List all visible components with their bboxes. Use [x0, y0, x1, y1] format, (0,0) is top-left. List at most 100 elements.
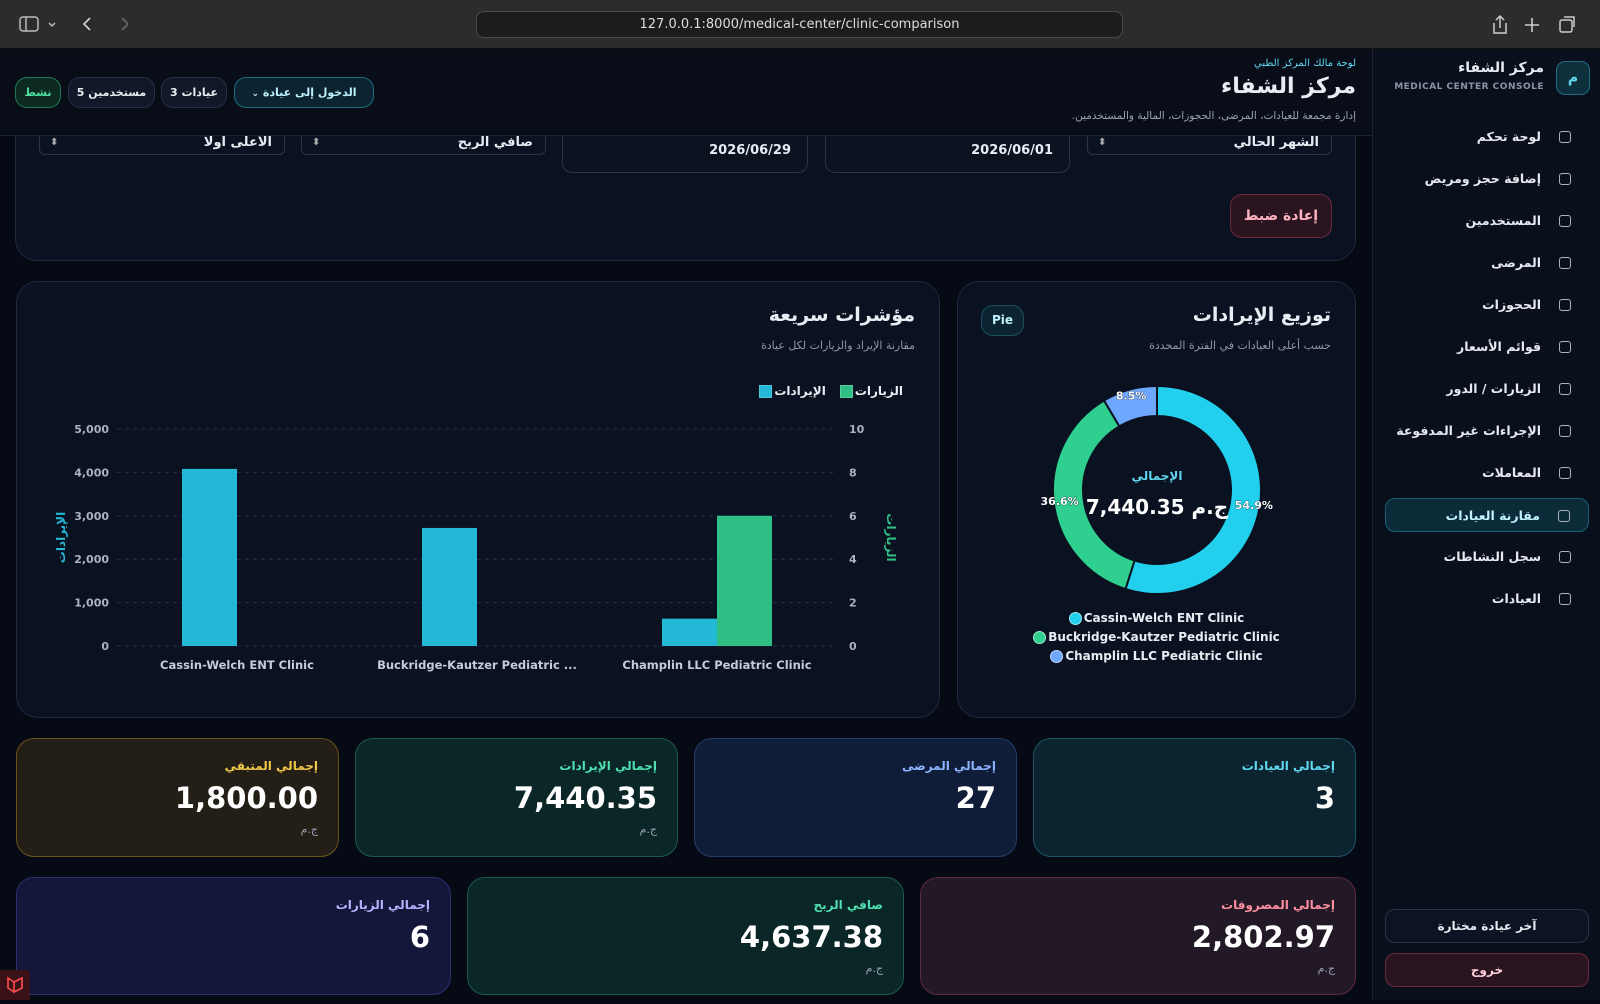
url-bar[interactable]: 127.0.0.1:8000/medical-center/clinic-com…: [476, 11, 1123, 38]
nav-item[interactable]: قوائم الأسعار: [1385, 330, 1589, 364]
metric-select[interactable]: صافي الربح ⬍: [301, 135, 546, 155]
header-title: مركز الشفاء: [1221, 74, 1356, 99]
nav-item[interactable]: لوحة تحكم: [1385, 120, 1589, 154]
header: لوحة مالك المركز الطبي مركز الشفاء إدارة…: [0, 49, 1372, 136]
stat-label: إجمالي المتبقي: [224, 759, 318, 773]
legend-swatch: [1068, 611, 1082, 625]
chevron: ⌄: [251, 89, 260, 99]
nav-icon: [1559, 467, 1571, 479]
debug-logo: [7, 976, 23, 994]
pie-chart: 54.9% 36.6% 8.5% الإجمالي ج.م 7,440.35: [1040, 384, 1273, 595]
logout-button[interactable]: خروج: [1385, 953, 1589, 987]
period-text: الشهر الحالي: [1233, 135, 1319, 150]
nav-icon: [1559, 383, 1571, 395]
legend-item[interactable]: Cassin-Welch ENT Clinic: [1068, 611, 1244, 625]
select-arrow: ⬍: [312, 137, 321, 148]
nav-label: الحجوزات: [1482, 297, 1541, 312]
stat-value: 2,802.97: [1191, 920, 1335, 954]
y-tick-label: 5,000: [74, 423, 109, 436]
nav-item[interactable]: المستخدمين: [1385, 204, 1589, 238]
nav-icon: [1559, 341, 1571, 353]
slice-label: 36.6%: [1041, 495, 1079, 508]
nav-item[interactable]: العيادات: [1385, 582, 1589, 616]
y-tick-label: 3,000: [74, 510, 109, 523]
nav-item[interactable]: مقارنة العيادات: [1385, 498, 1589, 532]
date-from[interactable]: 2026/06/01: [825, 135, 1070, 173]
debug-icon[interactable]: [0, 970, 30, 1000]
browser-bar: 127.0.0.1:8000/medical-center/clinic-com…: [0, 0, 1600, 49]
bar-chart-panel: مؤشرات سريعة مقارنة الإيراد والزيارات لك…: [16, 281, 940, 718]
stat-card: إجمالي الإيرادات 7,440.35 ج.م: [355, 738, 678, 857]
legend-item[interactable]: الإيرادات: [759, 384, 826, 398]
legend-swatch: [1050, 649, 1064, 663]
y-tick-label: 4,000: [74, 466, 109, 479]
nav-item[interactable]: إضافة حجز ومريض: [1385, 162, 1589, 196]
date-to[interactable]: 2026/06/29: [562, 135, 808, 173]
nav-icon: [1559, 551, 1571, 563]
reset-button[interactable]: إعادة ضبط: [1230, 194, 1332, 238]
y2-axis-title: الزيارات: [884, 513, 898, 561]
stat-label: إجمالي الإيرادات: [559, 759, 657, 773]
legend-item[interactable]: Champlin LLC Pediatric Clinic: [1050, 649, 1263, 663]
nav-icon: [1559, 299, 1571, 311]
stat-card: إجمالي المرضى 27: [694, 738, 1017, 857]
legend: الإيرادات الزيارات: [759, 384, 903, 398]
nav-icon: [1559, 131, 1571, 143]
select-arrow: ⬍: [1098, 137, 1107, 148]
avatar: م: [1556, 61, 1590, 95]
bar: [182, 468, 237, 646]
stat-card: إجمالي المتبقي 1,800.00 ج.م: [16, 738, 339, 857]
order-select[interactable]: الأعلى أولا ⬍: [39, 135, 285, 155]
legend-item[interactable]: Buckridge-Kautzer Pediatric Clinic: [1033, 630, 1280, 644]
stat-label: إجمالي المصروفات: [1221, 898, 1335, 912]
y2-tick-label: 10: [849, 423, 865, 436]
x-tick-label: Cassin-Welch ENT Clinic: [160, 658, 314, 672]
nav-label: مقارنة العيادات: [1445, 508, 1540, 523]
nav-item[interactable]: الإجراءات غير المدفوعة: [1385, 414, 1589, 448]
stat-label: إجمالي المرضى: [901, 759, 996, 773]
stat-label: صافي الربح: [813, 898, 883, 912]
pie-slice: [1052, 399, 1136, 591]
status-badge: نشط: [15, 77, 61, 108]
chart-subtitle: حسب أعلى العيادات في الفترة المحددة: [1149, 339, 1331, 352]
sidebar: م مركز الشفاء MEDICAL CENTER CONSOLE آخر…: [1372, 49, 1600, 1000]
bar: [422, 527, 477, 646]
nav-label: المستخدمين: [1465, 213, 1541, 228]
clinics-badge: عيادات 3: [161, 77, 227, 108]
y2-tick-label: 4: [849, 553, 857, 566]
stat-card: إجمالي المصروفات 2,802.97 ج.م: [920, 877, 1356, 995]
stat-card: صافي الربح 4,637.38 ج.م: [467, 877, 904, 995]
nav-label: المرضى: [1491, 255, 1541, 270]
center-label: الإجمالي: [1132, 469, 1183, 483]
pie-slice: [1124, 384, 1262, 595]
stat-unit: ج.م: [865, 962, 883, 975]
y-tick-label: 1,000: [74, 597, 109, 610]
enter-clinic-button[interactable]: الدخول إلى عيادة ⌄: [234, 77, 374, 108]
x-tick-label: Champlin LLC Pediatric Clinic: [622, 658, 811, 672]
select-arrow: ⬍: [50, 137, 59, 148]
nav-item[interactable]: الزيارات / الدور: [1385, 372, 1589, 406]
order-text: الأعلى أولا: [203, 135, 272, 150]
stat-card: إجمالي الزيارات 6: [16, 877, 451, 995]
chart-type-badge[interactable]: Pie: [981, 305, 1024, 336]
legend-item[interactable]: الزيارات: [839, 384, 903, 398]
y2-tick-label: 2: [849, 597, 857, 610]
nav-label: سجل النشاطات: [1443, 549, 1541, 564]
stat-value: 1,800.00: [174, 781, 318, 815]
users-badge: مستخدمين 5: [68, 77, 155, 108]
period-select[interactable]: الشهر الحالي ⬍: [1087, 135, 1332, 155]
stat-unit: ج.م: [639, 823, 657, 836]
nav-item[interactable]: المعاملات: [1385, 456, 1589, 490]
nav-item[interactable]: المرضى: [1385, 246, 1589, 280]
legend-swatch: [759, 384, 773, 398]
nav-label: قوائم الأسعار: [1457, 339, 1541, 354]
last-clinic-button[interactable]: آخر عيادة مختارة: [1385, 909, 1589, 943]
nav-item[interactable]: الحجوزات: [1385, 288, 1589, 322]
nav-label: المعاملات: [1482, 465, 1541, 480]
nav-item[interactable]: سجل النشاطات: [1385, 540, 1589, 574]
x-tick-label: Buckridge-Kautzer Pediatric ...: [377, 658, 577, 672]
chart-title: توزيع الإيرادات: [1192, 304, 1331, 326]
stat-value: 7,440.35: [513, 781, 657, 815]
stat-value: 4,637.38: [739, 920, 883, 954]
